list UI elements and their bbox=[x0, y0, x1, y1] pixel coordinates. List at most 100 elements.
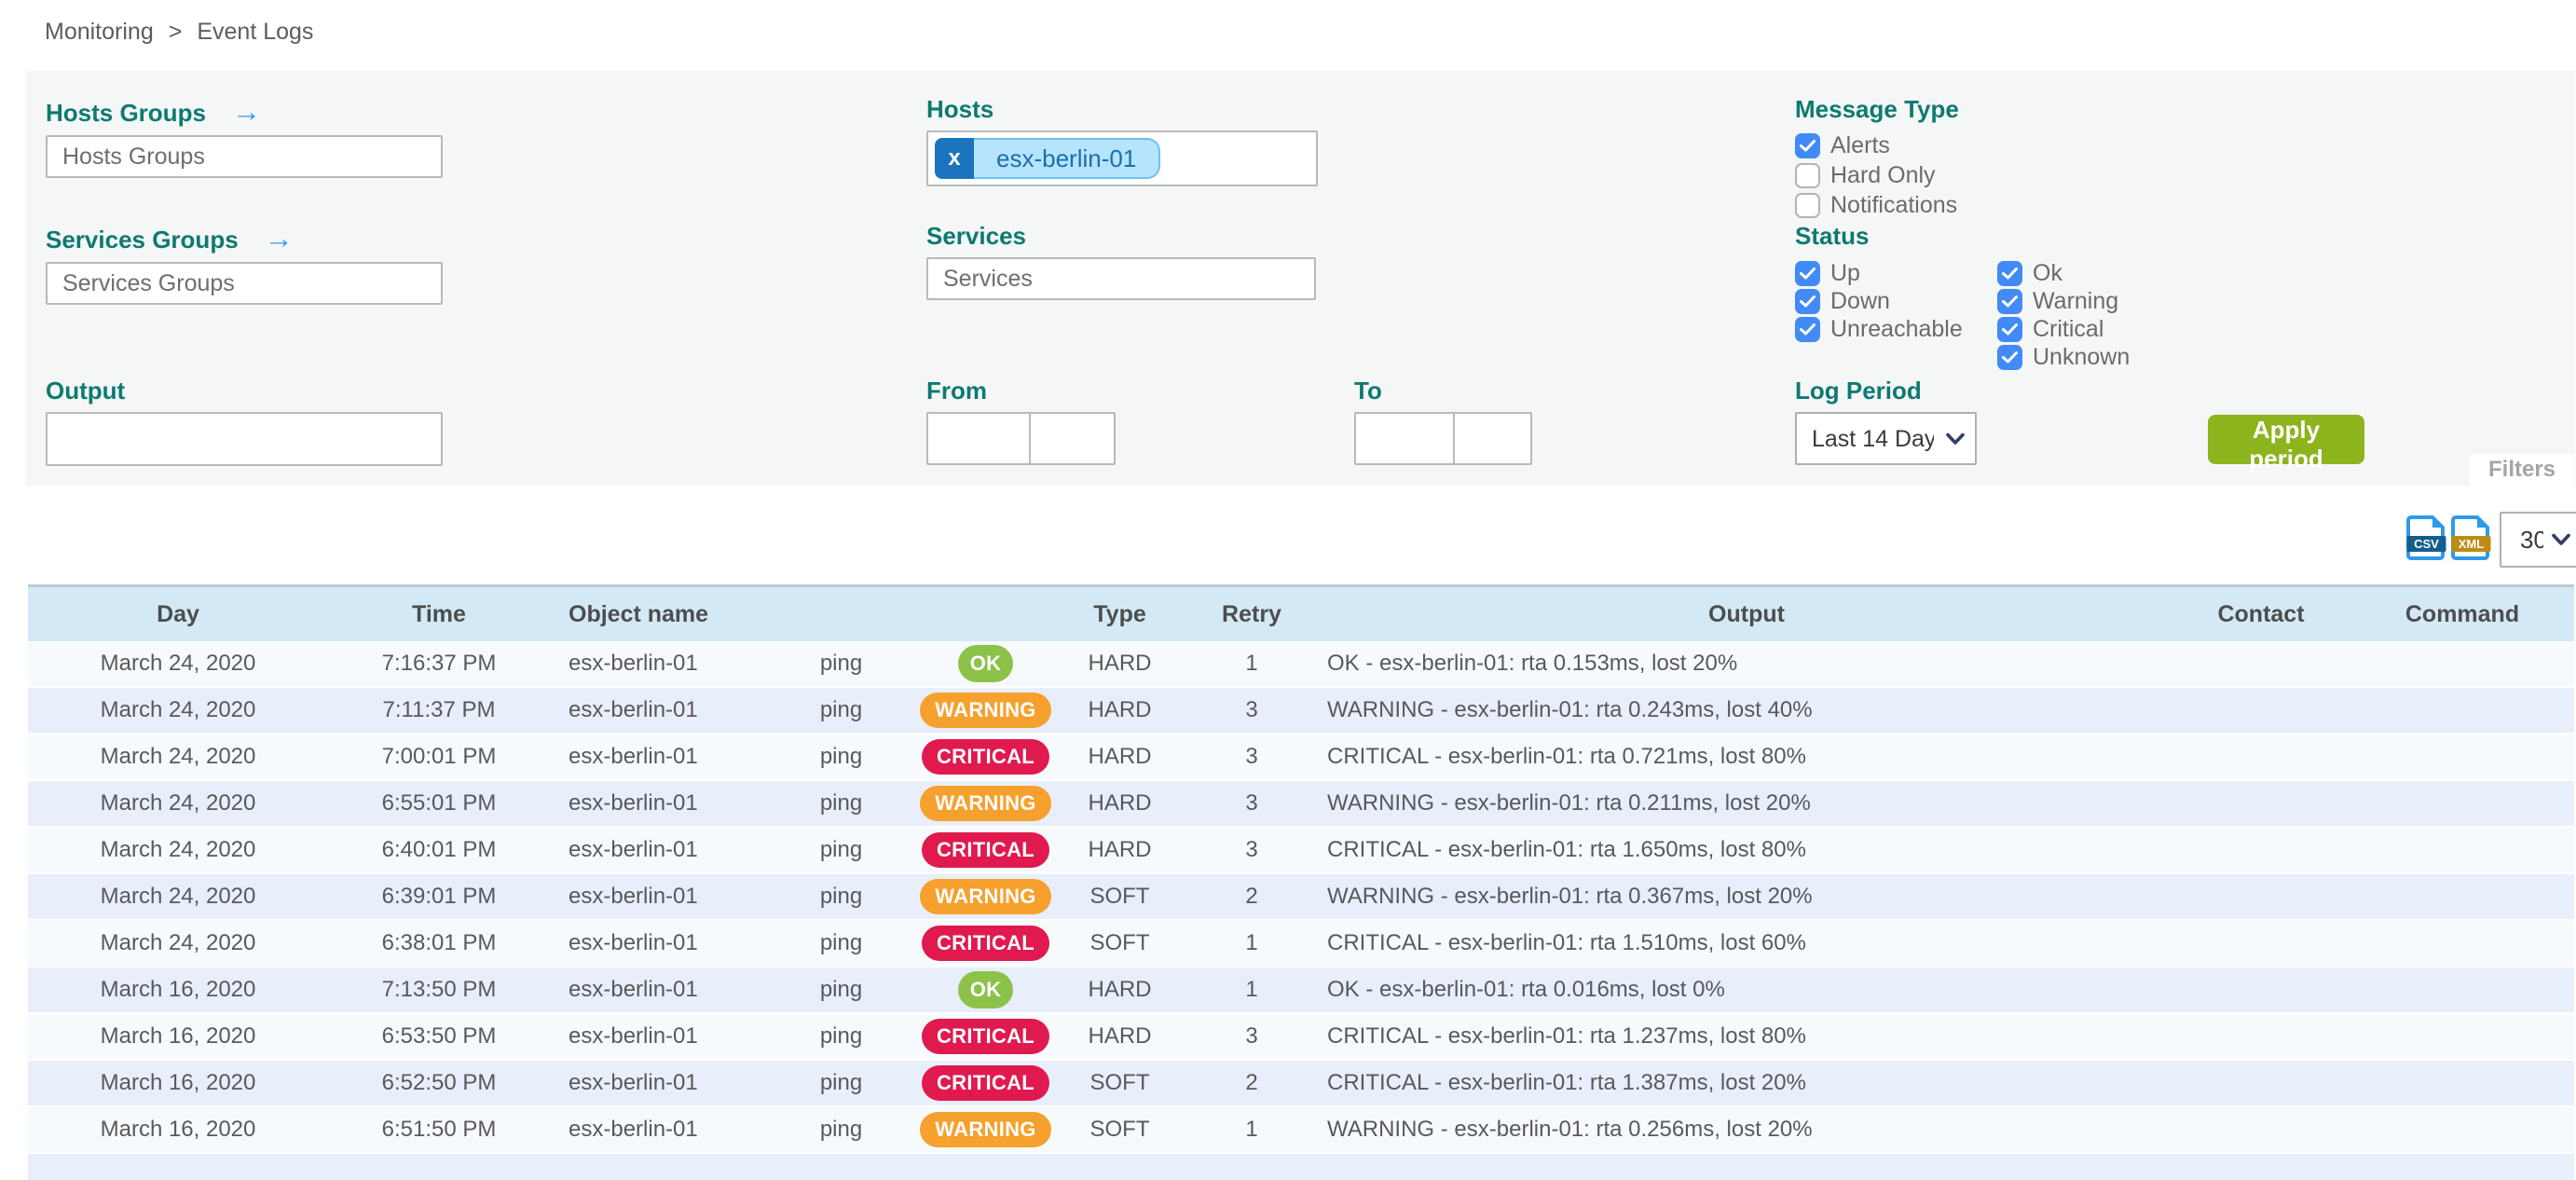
to-label: To bbox=[1354, 377, 1382, 405]
table-body: March 24, 2020 7:16:37 PM esx-berlin-01 … bbox=[28, 641, 2574, 1154]
hosts-groups-input[interactable] bbox=[46, 135, 443, 178]
cell-day: March 16, 2020 bbox=[28, 1061, 328, 1107]
cell-object-name[interactable]: esx-berlin-01 bbox=[550, 874, 769, 921]
table-row: March 24, 2020 6:39:01 PM esx-berlin-01 … bbox=[28, 874, 2574, 921]
cell-service[interactable]: ping bbox=[769, 1107, 913, 1154]
cell-object-name[interactable]: esx-berlin-01 bbox=[550, 688, 769, 734]
checkbox-notifications[interactable]: Notifications bbox=[1795, 190, 1959, 220]
cell-object-name[interactable]: esx-berlin-01 bbox=[550, 828, 769, 874]
hosts-input[interactable]: x esx-berlin-01 bbox=[926, 130, 1318, 186]
chip-remove-icon[interactable]: x bbox=[935, 138, 974, 179]
column-header-retry: Retry bbox=[1182, 587, 1322, 641]
hosts-label: Hosts bbox=[926, 95, 994, 123]
cell-contact bbox=[2172, 688, 2350, 734]
cell-command bbox=[2350, 828, 2574, 874]
services-groups-arrow-icon[interactable]: → bbox=[264, 222, 294, 254]
apply-period-button[interactable]: Apply period bbox=[2208, 415, 2364, 473]
checkbox-warning[interactable]: Warning bbox=[1997, 287, 2130, 315]
services-groups-input[interactable] bbox=[46, 262, 443, 305]
checkbox-up[interactable]: Up bbox=[1795, 259, 1963, 287]
cell-service[interactable]: ping bbox=[769, 688, 913, 734]
cell-object-name[interactable]: esx-berlin-01 bbox=[550, 781, 769, 828]
checkbox-unknown[interactable]: Unknown bbox=[1997, 343, 2130, 371]
checkbox-hard-only[interactable]: Hard Only bbox=[1795, 160, 1959, 190]
cell-service[interactable]: ping bbox=[769, 828, 913, 874]
checkbox-icon bbox=[1997, 260, 2022, 286]
chip-label: esx-berlin-01 bbox=[974, 138, 1161, 179]
table-header-row: Day Time Object name Type Retry Output C… bbox=[28, 587, 2574, 641]
cell-object-name[interactable]: esx-berlin-01 bbox=[550, 641, 769, 688]
filters-tab[interactable]: Filters bbox=[2470, 454, 2574, 486]
cell-type: HARD bbox=[1058, 1014, 1182, 1061]
checkbox-ok[interactable]: Ok bbox=[1997, 259, 2130, 287]
cell-retry: 1 bbox=[1182, 921, 1322, 967]
cell-type: HARD bbox=[1058, 781, 1182, 828]
from-date-input[interactable] bbox=[926, 412, 1031, 465]
cell-object-name[interactable]: esx-berlin-01 bbox=[550, 1107, 769, 1154]
from-time-input[interactable] bbox=[1029, 412, 1116, 465]
cell-object-name[interactable]: esx-berlin-01 bbox=[550, 1014, 769, 1061]
cell-time: 6:38:01 PM bbox=[328, 921, 550, 967]
host-chip: x esx-berlin-01 bbox=[935, 138, 1161, 179]
status-badge: CRITICAL bbox=[921, 832, 1050, 868]
cell-contact bbox=[2172, 828, 2350, 874]
column-header-output: Output bbox=[1322, 587, 2172, 641]
cell-service[interactable]: ping bbox=[769, 1014, 913, 1061]
export-csv-icon[interactable]: CSV bbox=[2406, 515, 2446, 561]
cell-object-name[interactable]: esx-berlin-01 bbox=[550, 921, 769, 967]
cell-object-name[interactable]: esx-berlin-01 bbox=[550, 734, 769, 781]
cell-output: OK - esx-berlin-01: rta 0.153ms, lost 20… bbox=[1322, 641, 2172, 688]
checkbox-critical[interactable]: Critical bbox=[1997, 315, 2130, 343]
cell-service[interactable]: ping bbox=[769, 781, 913, 828]
cell-type: SOFT bbox=[1058, 874, 1182, 921]
status-host-options: Up Down Unreachable bbox=[1795, 259, 1963, 343]
breadcrumb-monitoring[interactable]: Monitoring bbox=[45, 19, 154, 45]
cell-command bbox=[2350, 874, 2574, 921]
to-time-input[interactable] bbox=[1453, 412, 1532, 465]
cell-object-name[interactable]: esx-berlin-01 bbox=[550, 1061, 769, 1107]
checkbox-icon bbox=[1795, 132, 1820, 158]
cell-retry: 2 bbox=[1182, 1061, 1322, 1107]
cell-day: March 24, 2020 bbox=[28, 921, 328, 967]
cell-object-name[interactable]: esx-berlin-01 bbox=[550, 967, 769, 1014]
cell-retry: 3 bbox=[1182, 781, 1322, 828]
export-xml-icon[interactable]: XML bbox=[2451, 515, 2491, 561]
cell-time: 7:11:37 PM bbox=[328, 688, 550, 734]
cell-service[interactable]: ping bbox=[769, 734, 913, 781]
status-badge: OK bbox=[957, 971, 1014, 1008]
services-input[interactable] bbox=[926, 257, 1316, 300]
cell-retry: 1 bbox=[1182, 967, 1322, 1014]
checkbox-alerts[interactable]: Alerts bbox=[1795, 130, 1959, 160]
cell-status: CRITICAL bbox=[913, 921, 1058, 967]
cell-service[interactable]: ping bbox=[769, 641, 913, 688]
table-row: March 24, 2020 7:16:37 PM esx-berlin-01 … bbox=[28, 641, 2574, 688]
cell-retry: 1 bbox=[1182, 641, 1322, 688]
cell-command bbox=[2350, 1061, 2574, 1107]
cell-service[interactable]: ping bbox=[769, 967, 913, 1014]
services-groups-label: Services Groups bbox=[46, 226, 239, 254]
checkbox-down[interactable]: Down bbox=[1795, 287, 1963, 315]
output-input[interactable] bbox=[46, 412, 443, 466]
cell-contact bbox=[2172, 734, 2350, 781]
cell-command bbox=[2350, 641, 2574, 688]
to-date-input[interactable] bbox=[1354, 412, 1455, 465]
filter-panel: Hosts Groups → Services Groups → Output Ho… bbox=[26, 71, 2575, 486]
event-log-table: Day Time Object name Type Retry Output C… bbox=[28, 584, 2574, 1180]
status-badge: CRITICAL bbox=[921, 1065, 1050, 1101]
hosts-groups-arrow-icon[interactable]: → bbox=[231, 95, 261, 128]
cell-service[interactable]: ping bbox=[769, 874, 913, 921]
status-badge: WARNING bbox=[920, 693, 1051, 728]
cell-service[interactable]: ping bbox=[769, 921, 913, 967]
cell-service[interactable]: ping bbox=[769, 1061, 913, 1107]
page-size-select[interactable]: 30 bbox=[2500, 512, 2576, 568]
log-period-select[interactable]: Last 14 Days bbox=[1795, 412, 1977, 465]
checkbox-icon bbox=[1795, 316, 1820, 342]
checkbox-icon bbox=[1997, 344, 2022, 370]
cell-command bbox=[2350, 781, 2574, 828]
hosts-groups-label: Hosts Groups bbox=[46, 99, 206, 127]
column-header-time: Time bbox=[328, 587, 550, 641]
cell-output: WARNING - esx-berlin-01: rta 0.211ms, lo… bbox=[1322, 781, 2172, 828]
checkbox-unreachable[interactable]: Unreachable bbox=[1795, 315, 1963, 343]
status-badge: OK bbox=[957, 645, 1014, 682]
from-label: From bbox=[926, 377, 987, 405]
